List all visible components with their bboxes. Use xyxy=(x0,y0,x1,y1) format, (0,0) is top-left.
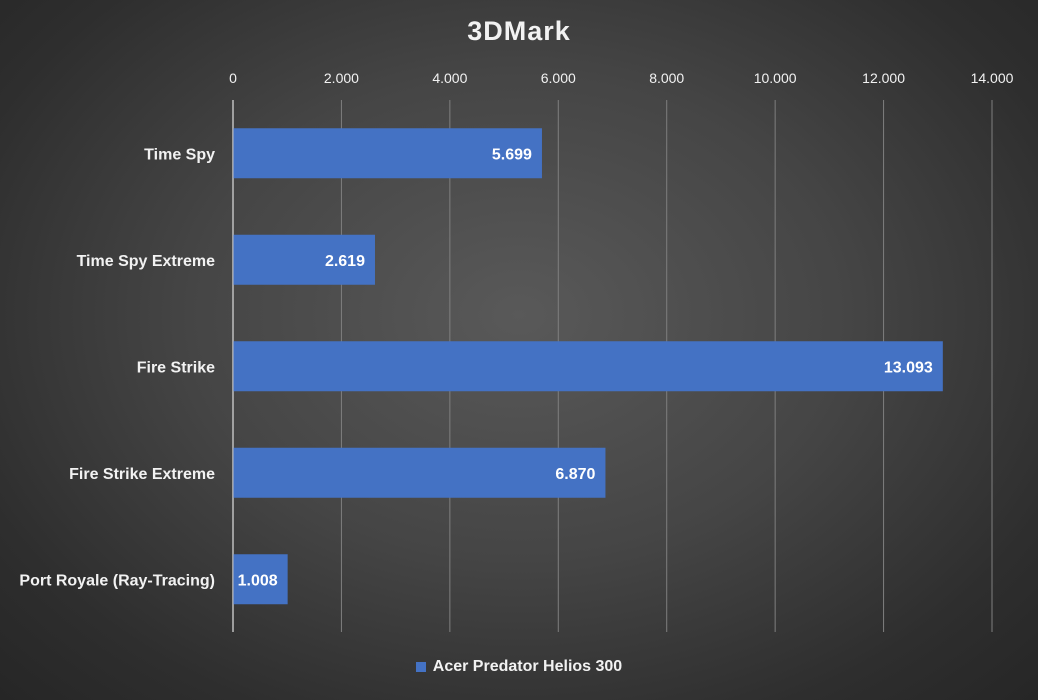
y-category-label: Time Spy xyxy=(144,146,215,163)
x-tick-label: 4.000 xyxy=(432,70,467,86)
bar xyxy=(233,341,943,392)
x-tick-label: 0 xyxy=(229,70,237,86)
bar xyxy=(233,447,606,498)
x-tick-label: 8.000 xyxy=(649,70,684,86)
legend-label: Acer Predator Helios 300 xyxy=(432,658,623,675)
legend: Acer Predator Helios 300 xyxy=(0,658,1038,676)
bar xyxy=(233,128,542,179)
x-tick-label: 6.000 xyxy=(541,70,576,86)
x-tick-label: 14.000 xyxy=(971,70,1014,86)
y-category-label: Port Royale (Ray-Tracing) xyxy=(19,572,215,589)
x-tick-label: 10.000 xyxy=(754,70,797,86)
bar-value-label: 2.619 xyxy=(325,253,365,270)
legend-swatch xyxy=(415,662,426,672)
y-category-label: Fire Strike Extreme xyxy=(69,466,215,483)
chart-title: 3DMark xyxy=(467,16,571,46)
bar xyxy=(233,234,375,285)
bar-value-label: 6.870 xyxy=(555,466,595,483)
x-tick-label: 12.000 xyxy=(862,70,905,86)
y-category-label: Time Spy Extreme xyxy=(77,253,216,270)
bar-value-label: 1.008 xyxy=(238,572,278,589)
bar-value-label: 5.699 xyxy=(492,146,532,163)
x-tick-label: 2.000 xyxy=(324,70,359,86)
bar-value-label: 13.093 xyxy=(884,359,933,376)
y-category-label: Fire Strike xyxy=(137,359,215,376)
bar xyxy=(233,554,288,605)
